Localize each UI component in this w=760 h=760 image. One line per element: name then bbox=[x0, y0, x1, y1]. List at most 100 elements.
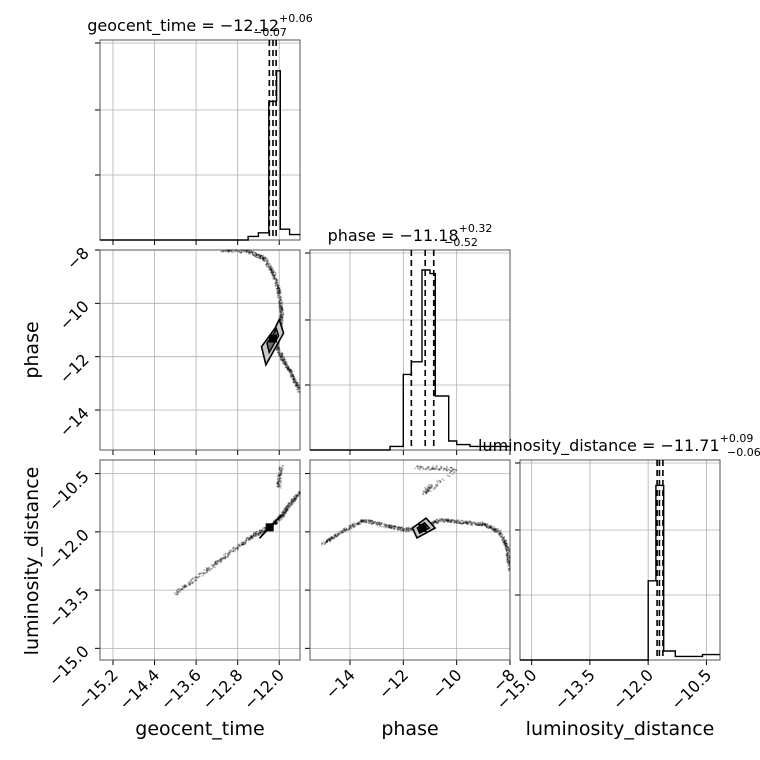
luminosity-distance-vs-geocent-time-scatter-point bbox=[262, 529, 264, 531]
luminosity-distance-vs-phase-scatter-point bbox=[506, 557, 508, 559]
phase-vs-geocent-time-scatter-point bbox=[293, 382, 295, 384]
luminosity-distance-vs-phase-scatter-point bbox=[450, 522, 452, 524]
luminosity-distance-vs-phase-scatter-point bbox=[323, 541, 325, 543]
luminosity-distance-title: luminosity_distance = −11.71+0.09 −0.06 bbox=[478, 432, 760, 459]
luminosity-distance-vs-geocent-time-scatter-point bbox=[278, 469, 280, 471]
luminosity-distance-vs-geocent-time-scatter-point bbox=[203, 572, 205, 574]
luminosity-distance-vs-phase-scatter-point bbox=[428, 466, 430, 468]
phase-vs-geocent-time-scatter-point bbox=[279, 310, 281, 312]
luminosity-distance-vs-geocent-time-scatter-point bbox=[243, 542, 245, 544]
luminosity-distance-vs-geocent-time-scatter-point bbox=[181, 588, 183, 590]
x-axis-label-geocent-time: geocent_time bbox=[135, 718, 264, 740]
luminosity-distance-vs-phase-scatter-point bbox=[439, 469, 441, 471]
luminosity-distance-vs-phase-scatter-point bbox=[396, 528, 398, 530]
phase-vs-geocent-time-scatter-point bbox=[296, 382, 298, 384]
luminosity-distance-vs-geocent-time-scatter-point bbox=[281, 470, 283, 472]
luminosity-distance-vs-phase-scatter-point bbox=[505, 543, 507, 545]
luminosity-distance-vs-phase-scatter-point bbox=[368, 523, 370, 525]
y-axis-label-luminosity-distance: luminosity_distance bbox=[21, 467, 43, 656]
phase-vs-geocent-time-scatter-point bbox=[277, 292, 279, 294]
luminosity-distance-vs-phase-scatter-point bbox=[408, 530, 410, 532]
luminosity-distance-vs-phase-scatter-point bbox=[452, 474, 454, 476]
luminosity-distance-vs-phase-scatter-point bbox=[341, 530, 343, 532]
luminosity-distance-vs-phase-scatter-point bbox=[441, 467, 443, 469]
luminosity-distance-vs-phase-scatter-point bbox=[353, 522, 355, 524]
luminosity-distance-vs-phase-scatter-point bbox=[370, 519, 372, 521]
phase-vs-geocent-time-scatter-point bbox=[290, 376, 292, 378]
luminosity-distance-vs-phase-scatter-point bbox=[430, 484, 432, 486]
luminosity-distance-vs-phase-scatter-point bbox=[455, 521, 457, 523]
luminosity-distance-vs-geocent-time-scatter-point bbox=[195, 577, 197, 579]
luminosity-distance-vs-geocent-time-scatter-point bbox=[279, 474, 281, 476]
luminosity-distance-vs-geocent-time-scatter-point bbox=[251, 538, 253, 540]
luminosity-distance-vs-phase-scatter-point bbox=[326, 541, 328, 543]
luminosity-distance-vs-phase-scatter-point bbox=[433, 488, 435, 490]
luminosity-distance-x-tick-label: −12.0 bbox=[609, 665, 657, 713]
luminosity-distance-vs-phase-scatter-point bbox=[356, 524, 358, 526]
luminosity-distance-vs-phase-scatter-point bbox=[343, 532, 345, 534]
luminosity-distance-vs-phase-scatter-point bbox=[492, 529, 494, 531]
luminosity-distance-vs-phase-scatter-point bbox=[467, 522, 469, 524]
phase-vs-geocent-time-scatter-point bbox=[240, 249, 242, 251]
luminosity-distance-vs-phase-scatter-point bbox=[450, 472, 452, 474]
phase-vs-geocent-time-scatter-point bbox=[235, 250, 237, 252]
luminosity-distance-vs-geocent-time-scatter-point bbox=[282, 515, 284, 517]
luminosity-distance-vs-phase-scatter-point bbox=[434, 487, 436, 489]
luminosity-distance-vs-geocent-time-scatter-point bbox=[259, 529, 261, 531]
luminosity-distance-vs-phase-scatter-point bbox=[449, 470, 451, 472]
phase-vs-geocent-time-scatter-point bbox=[237, 251, 239, 253]
phase-vs-geocent-time-scatter-point bbox=[279, 352, 281, 354]
luminosity-distance-vs-phase-scatter-point bbox=[501, 539, 503, 541]
phase-vs-geocent-time-scatter-point bbox=[223, 251, 225, 253]
luminosity-distance-vs-phase-scatter-point bbox=[408, 528, 410, 530]
luminosity-distance-vs-geocent-time-scatter-point bbox=[278, 486, 280, 488]
luminosity-distance-vs-geocent-time-scatter-point bbox=[199, 575, 201, 577]
phase-vs-geocent-time-scatter-point bbox=[248, 252, 250, 254]
luminosity-distance-vs-phase-scatter-point bbox=[398, 529, 400, 531]
luminosity-distance-vs-phase-scatter-point bbox=[489, 525, 491, 527]
phase-vs-geocent-time-scatter-point bbox=[276, 282, 278, 284]
phase-vs-geocent-time-scatter-point bbox=[298, 387, 300, 389]
phase-vs-geocent-time-scatter-point bbox=[230, 250, 232, 252]
luminosity-distance-vs-phase-scatter-point bbox=[365, 519, 367, 521]
phase-vs-geocent-time-scatter-point bbox=[277, 295, 279, 297]
luminosity-distance-title-median: −11.71 bbox=[660, 436, 719, 455]
luminosity-distance-vs-phase-scatter-point bbox=[366, 522, 368, 524]
luminosity-distance-vs-phase-scatter-point bbox=[508, 562, 510, 564]
phase-vs-geocent-time-scatter-point bbox=[257, 254, 259, 256]
phase-vs-geocent-time-scatter-point bbox=[232, 249, 234, 251]
luminosity-distance-vs-phase-scatter-point bbox=[334, 534, 336, 536]
geocent-time-x-tick-label: −12.8 bbox=[198, 665, 246, 713]
luminosity-distance-vs-phase-scatter-point bbox=[367, 519, 369, 521]
phase-vs-geocent-time-scatter-point bbox=[289, 370, 291, 372]
luminosity-distance-vs-phase-scatter-point bbox=[432, 465, 434, 467]
luminosity-distance-vs-phase-scatter-point bbox=[506, 560, 508, 562]
luminosity-distance-vs-phase-scatter-point bbox=[373, 522, 375, 524]
luminosity-distance-vs-phase-scatter-point bbox=[456, 470, 458, 472]
luminosity-distance-vs-phase-scatter-point bbox=[439, 518, 441, 520]
luminosity-distance-vs-phase-scatter-point bbox=[369, 521, 371, 523]
luminosity-distance-vs-phase-scatter-point bbox=[441, 518, 443, 520]
phase-vs-geocent-time-scatter-point bbox=[280, 299, 282, 301]
phase-vs-geocent-time-scatter-point bbox=[278, 285, 280, 287]
phase-title: phase = −11.18+0.32 −0.52 bbox=[328, 222, 493, 249]
luminosity-distance-y-tick-label: −12.0 bbox=[45, 525, 93, 573]
luminosity-distance-vs-geocent-time-scatter-point bbox=[250, 535, 252, 537]
luminosity-distance-vs-phase-scatter-point bbox=[330, 539, 332, 541]
luminosity-distance-vs-phase-scatter-point bbox=[444, 468, 446, 470]
luminosity-distance-vs-phase-scatter-point bbox=[508, 565, 510, 567]
luminosity-distance-vs-geocent-time-panel bbox=[95, 460, 301, 665]
luminosity-distance-vs-geocent-time-scatter-point bbox=[215, 561, 217, 563]
phase-histogram-panel: phase = −11.18+0.32 −0.52 bbox=[305, 222, 510, 455]
luminosity-distance-vs-phase-scatter-point bbox=[478, 522, 480, 524]
luminosity-distance-x-tick-label: −10.5 bbox=[667, 665, 715, 713]
phase-vs-geocent-time-scatter-point bbox=[276, 280, 278, 282]
luminosity-distance-vs-phase-scatter-point bbox=[494, 529, 496, 531]
luminosity-distance-vs-geocent-time-scatter-point bbox=[214, 566, 216, 568]
luminosity-distance-vs-phase-scatter-point bbox=[506, 559, 508, 561]
luminosity-distance-vs-phase-scatter-point bbox=[450, 467, 452, 469]
luminosity-distance-vs-geocent-time-scatter-point bbox=[184, 585, 186, 587]
phase-vs-geocent-time-scatter-point bbox=[284, 362, 286, 364]
luminosity-distance-vs-phase-scatter-point bbox=[401, 530, 403, 532]
luminosity-distance-vs-phase-scatter-point bbox=[500, 530, 502, 532]
